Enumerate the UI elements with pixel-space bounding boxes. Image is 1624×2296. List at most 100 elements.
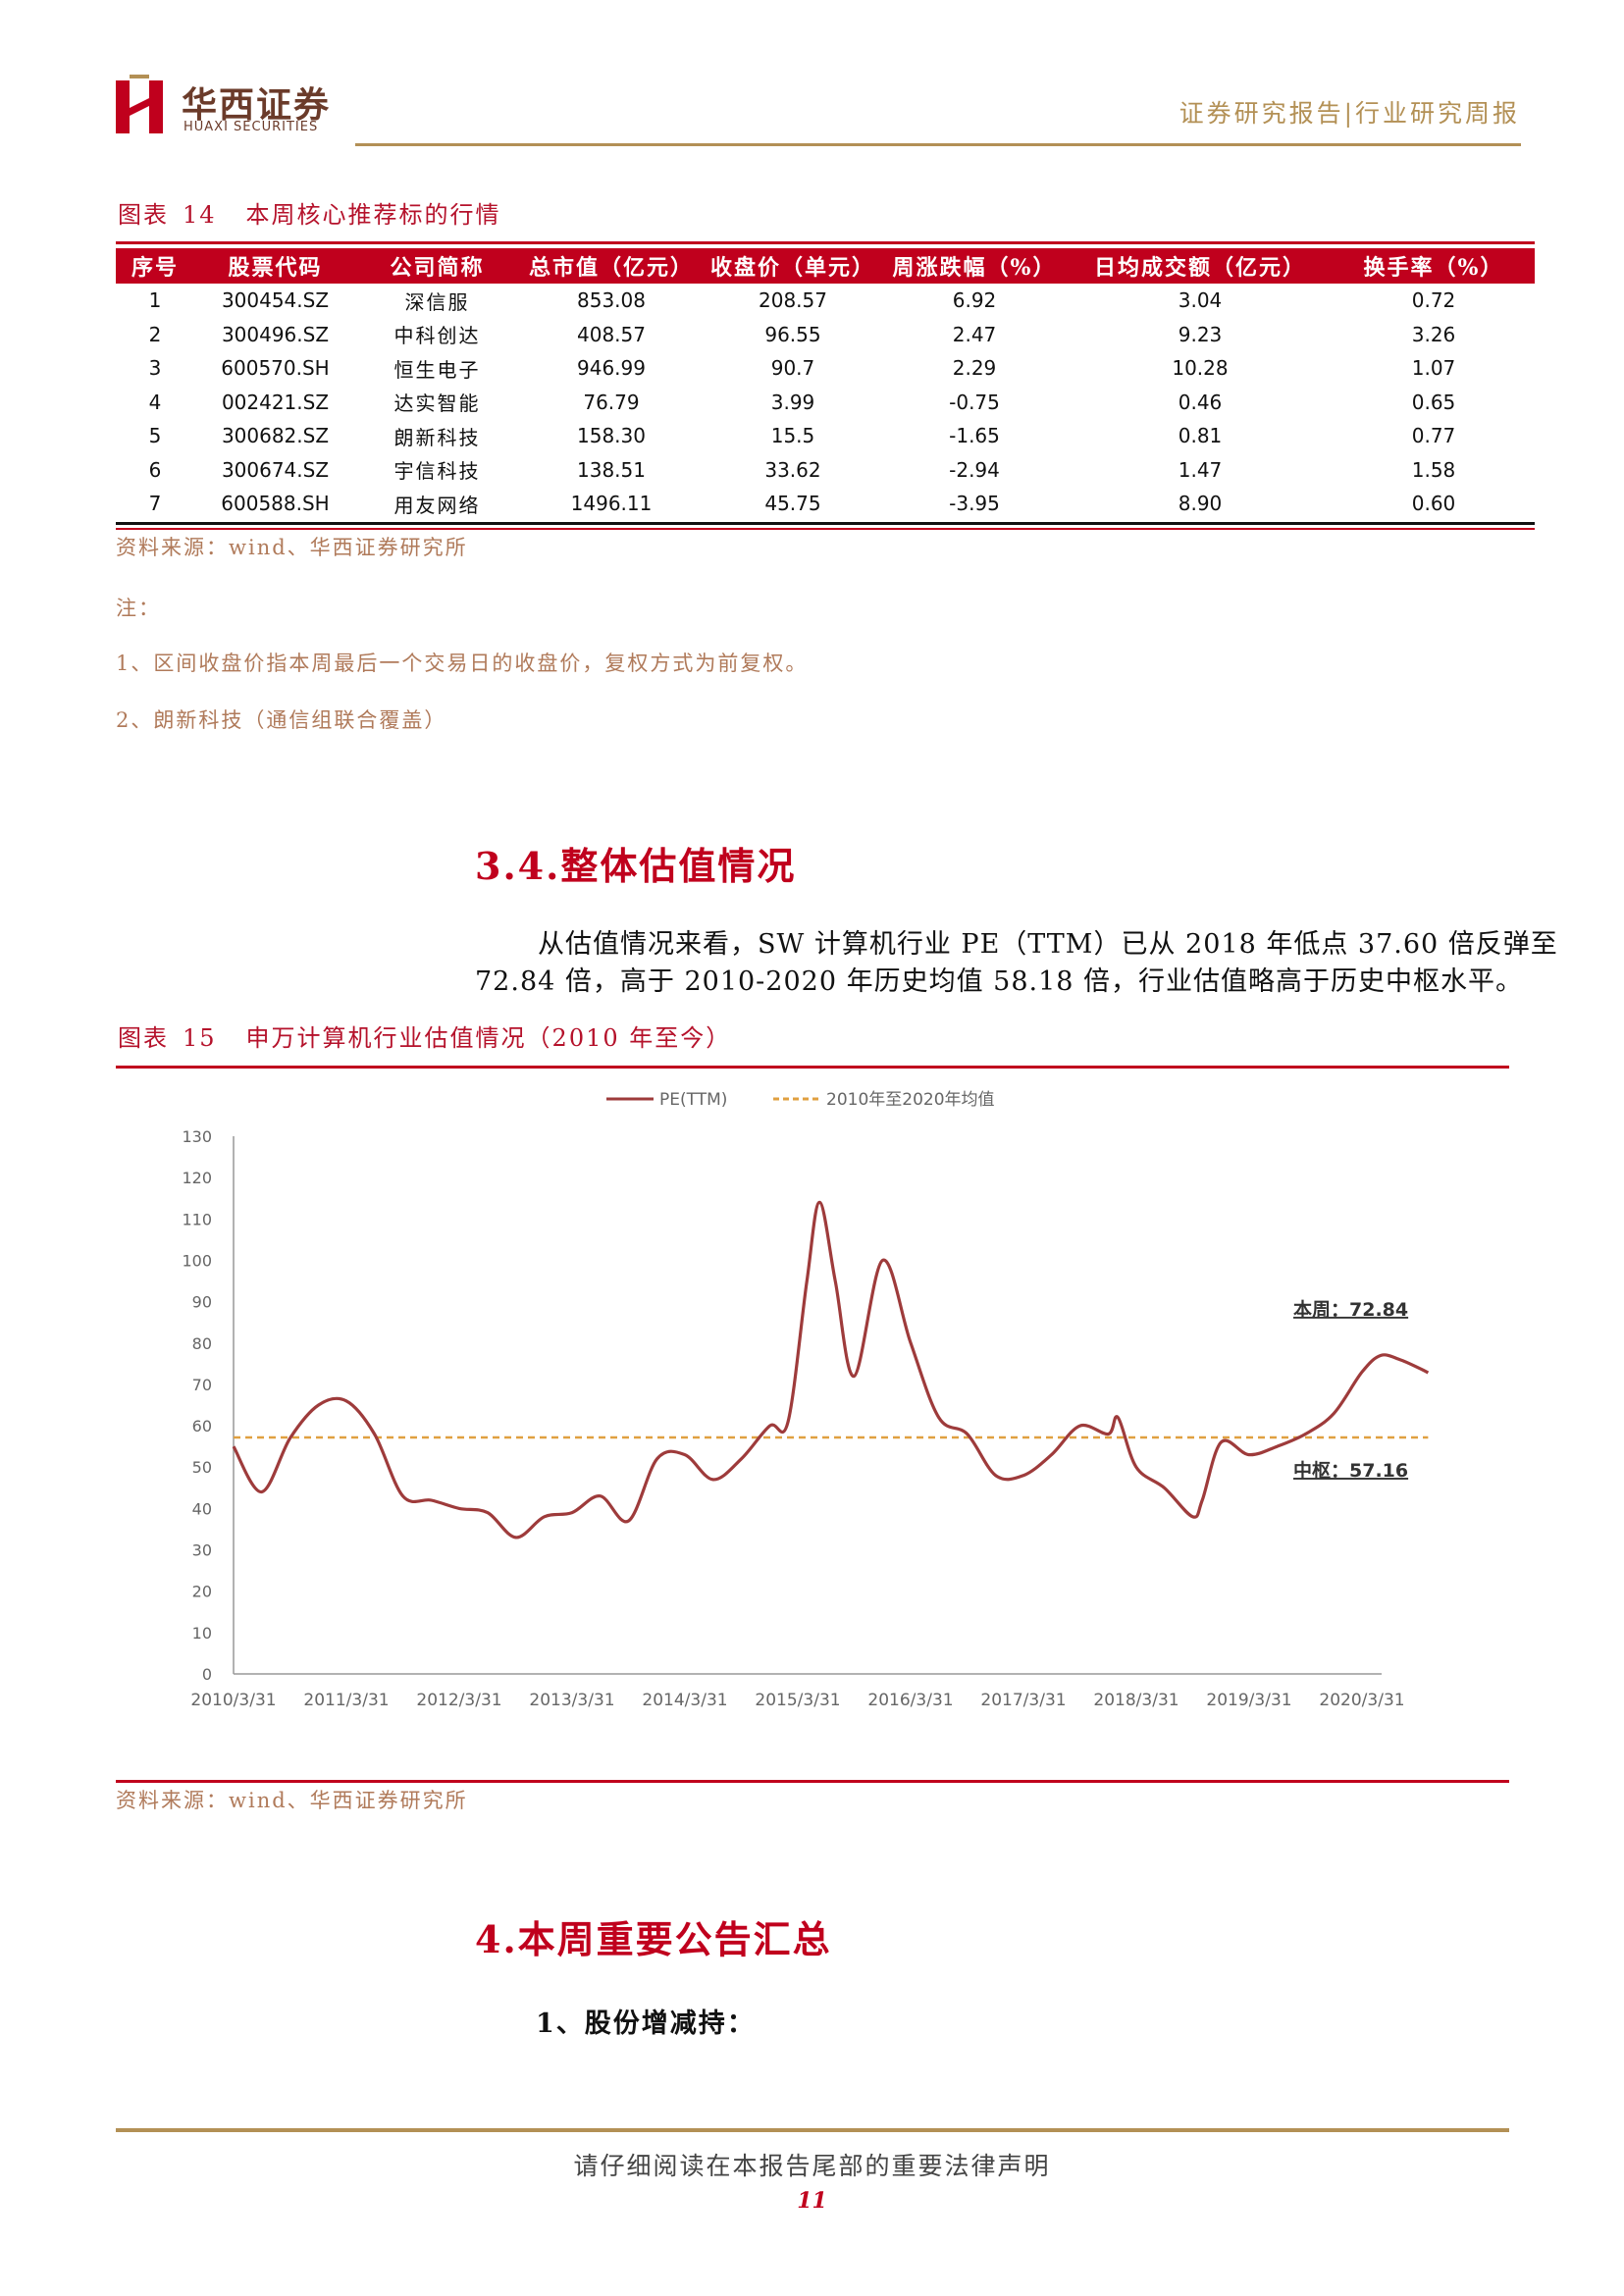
table-row: 2 300496.SZ 中科创达 408.57 96.55 2.47 9.23 … xyxy=(116,318,1535,352)
table-cell: 9.23 xyxy=(1178,322,1223,346)
table-row: 3 600570.SH 恒生电子 946.99 90.7 2.29 10.28 … xyxy=(116,351,1535,386)
table-cell: 7 xyxy=(148,492,162,516)
column-header: 日均成交额（亿元） xyxy=(1068,248,1333,284)
table-cell: 2.47 xyxy=(952,322,997,346)
header-divider xyxy=(355,143,1521,146)
table-cell: 0.60 xyxy=(1411,492,1456,516)
chart-series xyxy=(232,1200,1430,1539)
table-cell: 3.26 xyxy=(1411,322,1456,346)
x-tick-label: 2014/3/31 xyxy=(642,1691,727,1710)
table-cell: 45.75 xyxy=(764,492,821,516)
section-4-subheading: 1、股份增减持： xyxy=(536,2009,756,2039)
chart-annotations: 本周：72.84 中枢：57.16 xyxy=(1293,1298,1408,1482)
table-cell: 6.92 xyxy=(952,288,997,313)
table-cell: 300674.SZ xyxy=(221,457,330,482)
document-type: 证券研究报告|行业研究周报 xyxy=(1179,99,1520,128)
y-tick-label: 120 xyxy=(182,1169,212,1187)
column-header: 收盘价（单元） xyxy=(705,248,881,284)
recommended-stocks-table: 序号 股票代码 公司简称 总市值（亿元） 收盘价（单元） 周涨跌幅（%） 日均成… xyxy=(116,248,1535,521)
y-tick-label: 10 xyxy=(192,1624,212,1643)
figure14-source: 资料来源：wind、华西证券研究所 xyxy=(116,536,468,559)
table-cell: 300496.SZ xyxy=(221,322,330,346)
table-cell: 600570.SH xyxy=(221,356,330,381)
y-axis: 0 10 20 30 40 50 60 70 80 90 100 110 120 130 xyxy=(182,1127,235,1684)
x-tick-label: 2019/3/31 xyxy=(1206,1691,1291,1710)
table-cell: 002421.SZ xyxy=(221,390,330,414)
table-cell: 0.46 xyxy=(1178,390,1223,414)
y-tick-label: 100 xyxy=(182,1251,212,1270)
x-tick-label: 2018/3/31 xyxy=(1093,1691,1179,1710)
table-cell: 408.57 xyxy=(577,322,646,346)
section-3-4-paragraph-line1: 从估值情况来看，SW 计算机行业 PE（TTM）已从 2018 年低点 37.6… xyxy=(538,929,1558,960)
table-cell: 158.30 xyxy=(577,424,646,448)
table-cell: 1.58 xyxy=(1411,457,1456,482)
table-row: 7 600588.SH 用友网络 1496.11 45.75 -3.95 8.9… xyxy=(116,487,1535,521)
figure15-caption: 申万计算机行业估值情况（2010 年至今） xyxy=(245,1024,732,1052)
table-cell: -2.94 xyxy=(949,457,1000,482)
table-cell: 1.47 xyxy=(1178,457,1223,482)
figure15-title: 图表 15 申万计算机行业估值情况（2010 年至今） xyxy=(118,1018,731,1053)
notes-heading: 注： xyxy=(116,597,161,620)
column-header: 周涨跌幅（%） xyxy=(881,248,1068,284)
figure15-source: 资料来源：wind、华西证券研究所 xyxy=(116,1789,468,1812)
table-cell: 深信服 xyxy=(404,289,470,314)
page-number: 11 xyxy=(797,2188,827,2214)
table-cell: 中科创达 xyxy=(393,324,481,348)
table-cell: 4 xyxy=(148,390,162,414)
table-row: 5 300682.SZ 朗新科技 158.30 15.5 -1.65 0.81 … xyxy=(116,419,1535,453)
table-row: 1 300454.SZ 深信服 853.08 208.57 6.92 3.04 … xyxy=(116,284,1535,318)
y-tick-label: 110 xyxy=(182,1210,212,1228)
x-tick-label: 2017/3/31 xyxy=(980,1691,1066,1710)
footer-divider xyxy=(116,2128,1509,2132)
table-cell: 208.57 xyxy=(759,288,827,313)
note-item: 2、朗新科技（通信组联合覆盖） xyxy=(116,708,447,732)
table-cell: 0.72 xyxy=(1411,288,1456,313)
pe-ttm-line xyxy=(232,1200,1430,1539)
table-cell: 8.90 xyxy=(1178,492,1223,516)
table-bottom-rule xyxy=(116,522,1535,525)
legend-label-pe: PE(TTM) xyxy=(659,1090,727,1110)
y-tick-label: 70 xyxy=(192,1376,212,1394)
figure14-label: 图表 xyxy=(118,201,169,229)
legend-label-mean: 2010年至2020年均值 xyxy=(826,1090,995,1110)
pe-valuation-chart: PE(TTM) 2010年至2020年均值 0 10 20 30 40 50 60 70 80 9… xyxy=(182,1090,1430,1710)
table-cell: 10.28 xyxy=(1172,356,1229,381)
table-cell: 5 xyxy=(148,424,162,448)
table-row: 6 300674.SZ 宇信科技 138.51 33.62 -2.94 1.47… xyxy=(116,453,1535,488)
y-tick-label: 60 xyxy=(192,1417,212,1435)
table-cell: 1 xyxy=(148,288,162,313)
annotation-mean-pe: 中枢：57.16 xyxy=(1293,1459,1408,1482)
table-cell: 1.07 xyxy=(1411,356,1456,381)
section-3-4-title: 3.4.整体估值情况 xyxy=(475,844,797,888)
table-cell: 946.99 xyxy=(577,356,646,381)
table-cell: 朗新科技 xyxy=(393,425,481,449)
legal-statement: 请仔细阅读在本报告尾部的重要法律声明 xyxy=(573,2152,1051,2180)
table-cell: 15.5 xyxy=(770,424,815,448)
table-header-row: 序号 股票代码 公司简称 总市值（亿元） 收盘价（单元） 周涨跌幅（%） 日均成… xyxy=(116,248,1535,284)
table-cell: 0.65 xyxy=(1411,390,1456,414)
table-bottom-red-rule xyxy=(116,528,1535,530)
logo-english-name: HUAXI SECURITIES xyxy=(183,120,319,134)
y-tick-label: 130 xyxy=(182,1127,212,1146)
column-header: 公司简称 xyxy=(356,248,518,284)
table-cell: 达实智能 xyxy=(393,391,481,416)
figure15-top-rule xyxy=(116,1066,1509,1069)
table-cell: 3 xyxy=(148,356,162,381)
chart-legend: PE(TTM) 2010年至2020年均值 xyxy=(606,1090,995,1110)
y-tick-label: 20 xyxy=(192,1583,212,1601)
table-cell: 0.81 xyxy=(1178,424,1223,448)
x-axis: 2010/3/31 2011/3/31 2012/3/31 2013/3/31 2014… xyxy=(190,1673,1405,1710)
figure14-title: 图表 14 本周核心推荐标的行情 xyxy=(118,195,501,230)
column-header: 序号 xyxy=(116,248,194,284)
table-cell: -1.65 xyxy=(949,424,1000,448)
table-cell: 300454.SZ xyxy=(221,288,330,313)
annotation-current-pe: 本周：72.84 xyxy=(1293,1298,1408,1321)
table-cell: 0.77 xyxy=(1411,424,1456,448)
logo-chinese-name: 华西证券 xyxy=(182,84,332,126)
y-tick-label: 80 xyxy=(192,1334,212,1353)
x-tick-label: 2010/3/31 xyxy=(190,1691,276,1710)
figure14-caption: 本周核心推荐标的行情 xyxy=(245,201,501,229)
table-cell: 2.29 xyxy=(952,356,997,381)
x-tick-label: 2020/3/31 xyxy=(1319,1691,1404,1710)
x-tick-label: 2012/3/31 xyxy=(416,1691,501,1710)
